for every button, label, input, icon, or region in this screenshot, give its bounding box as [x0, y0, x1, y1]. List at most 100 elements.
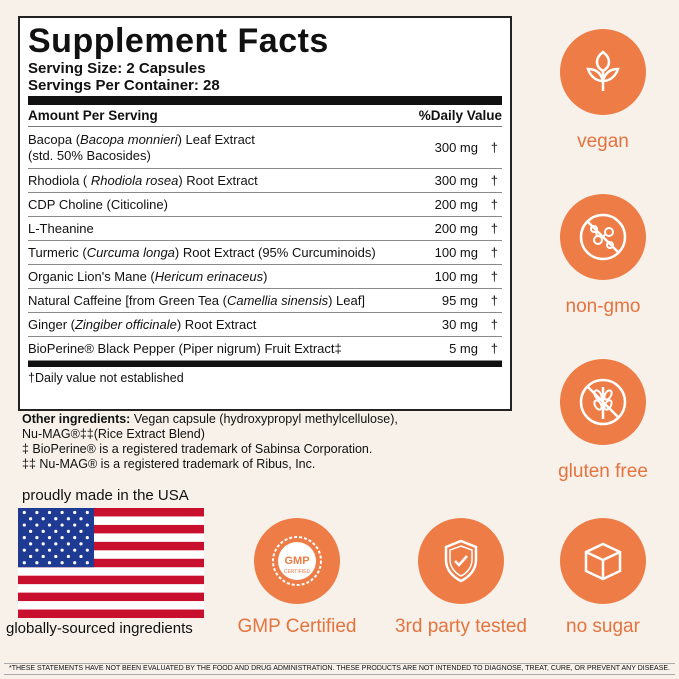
ingredient-dv: † [490, 293, 498, 308]
ingredient-note: (std. 50% Bacosides) [28, 147, 151, 163]
header-amount: Amount Per Serving [28, 108, 158, 123]
ingredient-latin-name: Rhodiola rosea [90, 172, 179, 188]
gmp-seal-subtext: CERTIFIED [284, 569, 311, 575]
non-gmo-circle [560, 194, 646, 280]
ingredient-dv: † [490, 317, 498, 332]
ingredient-row: Turmeric (Curcuma longa) Root Extract (9… [28, 241, 502, 265]
header-dv: %Daily Value [418, 108, 502, 123]
ingredient-row: Rhodiola ( Rhodiola rosea) Root Extract 3… [28, 169, 502, 193]
made-in-usa-text: proudly made in the USA [22, 487, 189, 504]
ingredient-amount: 300 mg [434, 173, 478, 188]
ingredient-name-part: ) Root Extract [178, 172, 258, 188]
ingredient-name-part: ) Leaf] [328, 292, 365, 308]
ingredient-name-part: Natural Caffeine [from Green Tea ( [28, 292, 227, 308]
ingredient-row: L-Theanine 200 mg † [28, 217, 502, 241]
other-label: Other ingredients: [22, 412, 131, 426]
badge-vegan: vegan [558, 29, 648, 153]
ingredient-latin-name: Camellia sinensis [226, 292, 329, 308]
ingredient-name: Turmeric (Curcuma longa) Root Extract (9… [28, 243, 416, 263]
ingredient-name-part: ) [263, 268, 268, 284]
supplement-facts-panel: Supplement Facts Serving Size: 2 Capsule… [18, 16, 512, 411]
fda-disclaimer: *THESE STATEMENTS HAVE NOT BEEN EVALUATE… [4, 663, 675, 675]
gmp-seal-icon: GMP CERTIFIED [272, 536, 322, 586]
third-party-label: 3rd party tested [394, 616, 528, 637]
ingredient-dv: † [490, 140, 498, 155]
other-text: Vegan capsule (hydroxypropyl methylcellu… [130, 412, 398, 426]
ingredient-dv: † [490, 197, 498, 212]
gmp-circle: GMP CERTIFIED [254, 518, 340, 604]
ingredient-dv: † [490, 173, 498, 188]
ingredient-row: CDP Choline (Citicoline) 200 mg † [28, 193, 502, 217]
ingredient-latin-name: Curcuma longa [86, 244, 175, 260]
facts-header-row: Amount Per Serving %Daily Value [28, 105, 502, 127]
ingredient-name-part: Turmeric ( [28, 244, 87, 260]
ingredient-name: Organic Lion's Mane (Hericum erinaceus) [28, 267, 416, 287]
serving-size: Serving Size: 2 Capsules [28, 60, 206, 77]
ingredient-name: BioPerine® Black Pepper (Piper nigrum) F… [28, 339, 416, 359]
wheat-icon [579, 378, 627, 426]
ingredient-dv: † [490, 221, 498, 236]
ingredient-row: Bacopa (Bacopa monnieri) Leaf Extract (st… [28, 127, 502, 169]
badge-no-sugar: no sugar [558, 518, 648, 638]
ingredient-name-line: BioPerine® Black Pepper (Piper nigrum) F… [28, 341, 416, 357]
ingredient-name-part: ) Leaf Extract [177, 131, 255, 147]
ingredient-name-line: Turmeric (Curcuma longa) Root Extract (9… [28, 245, 416, 261]
badge-gmp: GMP CERTIFIED GMP Certified [238, 518, 356, 638]
badge-non-gmo: non-gmo [558, 194, 648, 318]
badge-gluten-free: gluten free [558, 359, 648, 483]
ingredient-name-line: L-Theanine [28, 221, 416, 237]
trademark-2: ‡‡ Nu-MAG® is a registered trademark of … [22, 457, 316, 471]
ingredient-amount: 95 mg [441, 293, 478, 308]
ingredient-row: BioPerine® Black Pepper (Piper nigrum) F… [28, 337, 502, 361]
ingredient-name-part: CDP Choline (Citicoline) [28, 196, 168, 212]
gmp-seal-text: GMP [284, 555, 309, 567]
molecule-icon [579, 213, 627, 261]
ingredient-name: L-Theanine [28, 219, 416, 239]
ingredient-name-line: CDP Choline (Citicoline) [28, 197, 416, 213]
globally-sourced-text: globally-sourced ingredients [6, 620, 193, 637]
us-flag-icon [18, 508, 204, 618]
ingredient-name-part: BioPerine® Black Pepper (Piper nigrum) F… [28, 340, 342, 356]
ingredient-name: Bacopa (Bacopa monnieri) Leaf Extract (st… [28, 130, 416, 166]
ingredient-row: Organic Lion's Mane (Hericum erinaceus) 1… [28, 265, 502, 289]
ingredient-name-part: L-Theanine [28, 220, 94, 236]
ingredient-amount: 300 mg [434, 140, 478, 155]
ingredient-name-line: Organic Lion's Mane (Hericum erinaceus) [28, 269, 416, 285]
ingredient-name: Ginger (Zingiber officinale) Root Extrac… [28, 315, 416, 335]
shield-check-icon [444, 539, 478, 583]
ingredient-latin-name: Bacopa monnieri [80, 131, 178, 147]
ingredient-latin-name: Hericum erinaceus [154, 268, 264, 284]
ingredient-name-line: Ginger (Zingiber officinale) Root Extrac… [28, 317, 416, 333]
sugar-cube-icon [584, 542, 622, 581]
gmp-label: GMP Certified [237, 616, 357, 637]
ingredient-name-part: Ginger ( [28, 316, 75, 332]
ingredient-amount: 30 mg [441, 317, 478, 332]
ingredient-amount: 100 mg [434, 245, 478, 260]
ingredient-name-part: ) Root Extract (95% Curcuminoids) [174, 244, 376, 260]
ingredient-name: CDP Choline (Citicoline) [28, 195, 416, 215]
trademark-1: ‡ BioPerine® is a registered trademark o… [22, 442, 373, 456]
ingredient-name-line: Natural Caffeine [from Green Tea (Camell… [28, 293, 416, 309]
ingredient-row: Ginger (Zingiber officinale) Root Extrac… [28, 313, 502, 337]
vegan-label: vegan [577, 131, 629, 152]
vegan-circle [560, 29, 646, 115]
divider-thick-bottom [28, 361, 502, 367]
divider-thick [28, 96, 502, 105]
ingredient-name-part: Rhodiola ( [28, 172, 91, 188]
ingredient-name-line: Bacopa (Bacopa monnieri) Leaf Extract [28, 132, 416, 148]
ingredient-list: Bacopa (Bacopa monnieri) Leaf Extract (st… [28, 127, 502, 361]
ingredient-amount: 5 mg [449, 341, 478, 356]
ingredient-name-line: Rhodiola ( Rhodiola rosea) Root Extract [28, 173, 416, 189]
third-party-circle [418, 518, 504, 604]
gluten-free-circle [560, 359, 646, 445]
facts-title: Supplement Facts [28, 22, 329, 60]
gluten-free-label: gluten free [558, 461, 648, 482]
ingredient-name-part: Bacopa ( [28, 131, 81, 147]
ingredient-dv: † [490, 341, 498, 356]
no-sugar-label: no sugar [566, 616, 640, 637]
non-gmo-label: non-gmo [565, 296, 641, 317]
badge-third-party: 3rd party tested [395, 518, 527, 638]
ingredient-amount: 200 mg [434, 221, 478, 236]
ingredient-dv: † [490, 269, 498, 284]
ingredient-amount: 100 mg [434, 269, 478, 284]
